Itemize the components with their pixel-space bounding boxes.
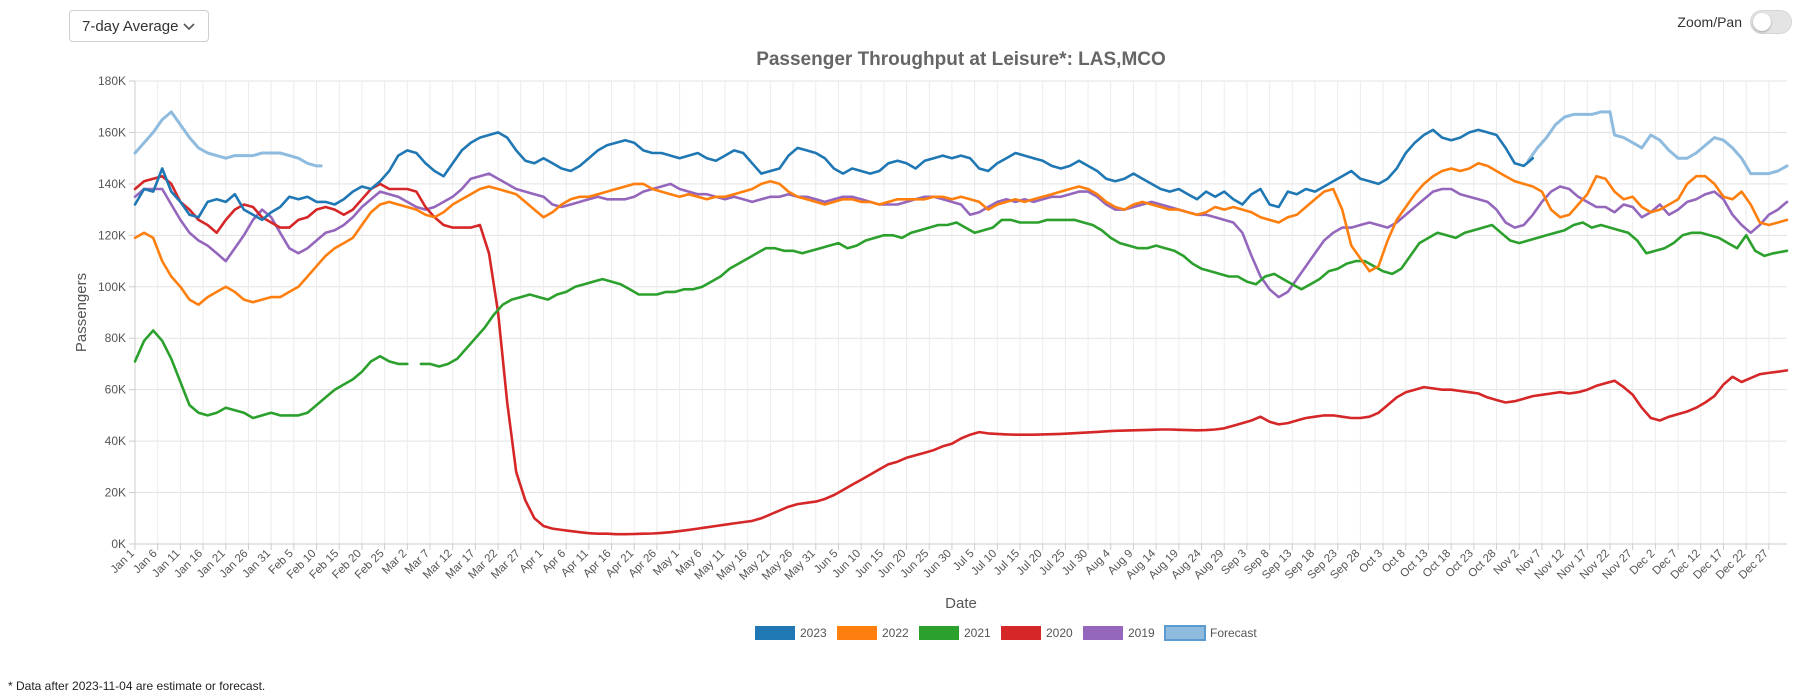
y-tick-label: 20K [105, 486, 126, 500]
y-tick-label: 0K [111, 537, 126, 551]
series-line-2022 [133, 162, 1789, 307]
throughput-chart: Passenger Throughput at Leisure*: LAS,MC… [73, 49, 1789, 641]
y-axis-title: Passengers [73, 273, 90, 352]
x-tick-label: Jan 1 [109, 548, 137, 576]
legend-label-2021: 2021 [964, 626, 991, 640]
x-tick-label: Apr 1 [518, 548, 546, 576]
chart-title: Passenger Throughput at Leisure*: LAS,MC… [756, 49, 1166, 70]
legend-label-2023: 2023 [800, 626, 827, 640]
y-tick-label: 120K [98, 228, 126, 242]
y-tick-label: 180K [98, 74, 126, 88]
x-tick-label: Nov 2 [1492, 548, 1522, 578]
x-tick-label: Sep 3 [1219, 548, 1249, 578]
legend-swatch-2020 [1001, 626, 1041, 640]
x-tick-label: Jul 30 [1060, 548, 1090, 578]
x-tick-label: Oct 3 [1357, 548, 1385, 576]
series-line-2021 [133, 329, 409, 420]
x-tick-label: Mar 2 [380, 548, 409, 577]
y-tick-label: 40K [105, 434, 126, 448]
series-line-2021 [419, 218, 1789, 368]
series-line-forecast [1526, 110, 1789, 176]
y-tick-label: 140K [98, 177, 126, 191]
chevron-down-icon [183, 23, 195, 31]
y-tick-label: 160K [98, 125, 126, 139]
legend-label-2022: 2022 [882, 626, 909, 640]
footnote: * Data after 2023-11-04 are estimate or … [8, 679, 266, 693]
average-select-value: 7-day Average [82, 17, 179, 35]
legend-swatch-2019 [1083, 626, 1123, 640]
series-line-forecast [133, 110, 323, 168]
zoom-pan-control: Zoom/Pan [1677, 10, 1792, 34]
y-tick-label: 100K [98, 280, 126, 294]
y-tick-label: 60K [105, 383, 126, 397]
legend-swatch-forecast [1164, 625, 1206, 641]
x-tick-label: Dec 2 [1628, 548, 1658, 578]
y-tick-label: 80K [105, 331, 126, 345]
x-axis-title: Date [945, 595, 977, 612]
legend-swatch-2023 [755, 626, 795, 640]
legend-label-forecast: Forecast [1210, 626, 1257, 640]
legend-swatch-2021 [919, 626, 959, 640]
legend-label-2019: 2019 [1128, 626, 1155, 640]
legend-swatch-2022 [837, 626, 877, 640]
zoom-pan-toggle[interactable] [1750, 10, 1792, 34]
legend-label-2020: 2020 [1046, 626, 1073, 640]
series-line-2023 [133, 128, 1535, 222]
toggle-knob [1753, 13, 1771, 31]
series-line-2020 [133, 174, 1789, 536]
zoom-pan-label: Zoom/Pan [1677, 14, 1742, 30]
series-line-2019 [133, 172, 1789, 299]
average-select[interactable]: 7-day Average [69, 10, 209, 42]
